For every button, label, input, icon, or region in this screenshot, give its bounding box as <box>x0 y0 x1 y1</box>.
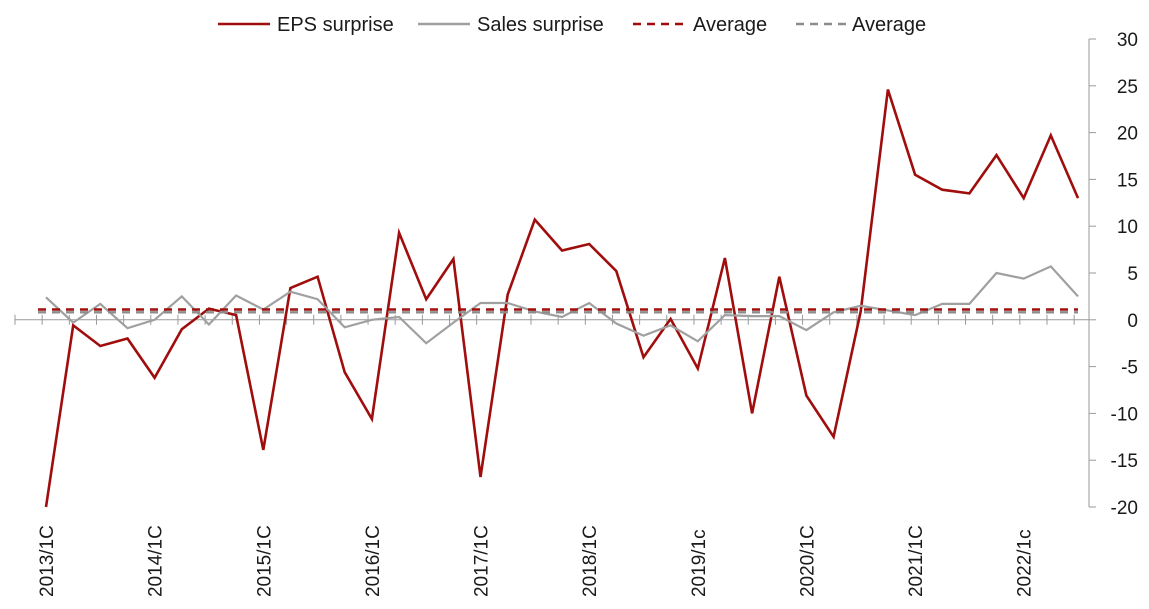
x-tick-label: 2016/1C <box>363 525 384 597</box>
x-tick-label: 2021/1C <box>906 525 927 597</box>
y-tick-label: 15 <box>1117 170 1138 191</box>
x-tick-label: 2017/1C <box>472 525 493 597</box>
x-tick-label: 2020/1C <box>797 525 818 597</box>
series-line-sales-surprise <box>45 265 1079 345</box>
x-tick-label: 2019/1c <box>689 529 710 597</box>
series-layer <box>38 89 1080 508</box>
y-tick-label: 30 <box>1117 30 1138 51</box>
y-tick-label: -20 <box>1111 498 1138 519</box>
x-tick-label: 2018/1C <box>580 525 601 597</box>
y-tick-label: 20 <box>1117 124 1138 145</box>
legend-label: Average <box>693 14 767 36</box>
y-tick-label: -5 <box>1121 358 1138 379</box>
y-tick-label: 10 <box>1117 217 1138 238</box>
y-tick-label: 5 <box>1127 264 1138 285</box>
x-tick-label: 2015/1C <box>254 525 275 597</box>
series-line-eps-surprise <box>44 89 1080 508</box>
y-tick-label: 25 <box>1117 77 1138 98</box>
legend-label: Average <box>852 14 926 36</box>
x-tick-label: 2013/1C <box>37 525 58 597</box>
y-tick-label: -15 <box>1111 451 1138 472</box>
legend-label: Sales surprise <box>477 14 604 36</box>
y-tick-label: 0 <box>1127 311 1138 332</box>
legend: EPS surprise Sales surprise Average Average <box>218 14 926 36</box>
y-tick-label: -10 <box>1111 404 1138 425</box>
x-tick-label: 2014/1C <box>146 525 167 597</box>
legend-label: EPS surprise <box>277 14 394 36</box>
x-tick-label: 2022/1c <box>1015 529 1036 597</box>
